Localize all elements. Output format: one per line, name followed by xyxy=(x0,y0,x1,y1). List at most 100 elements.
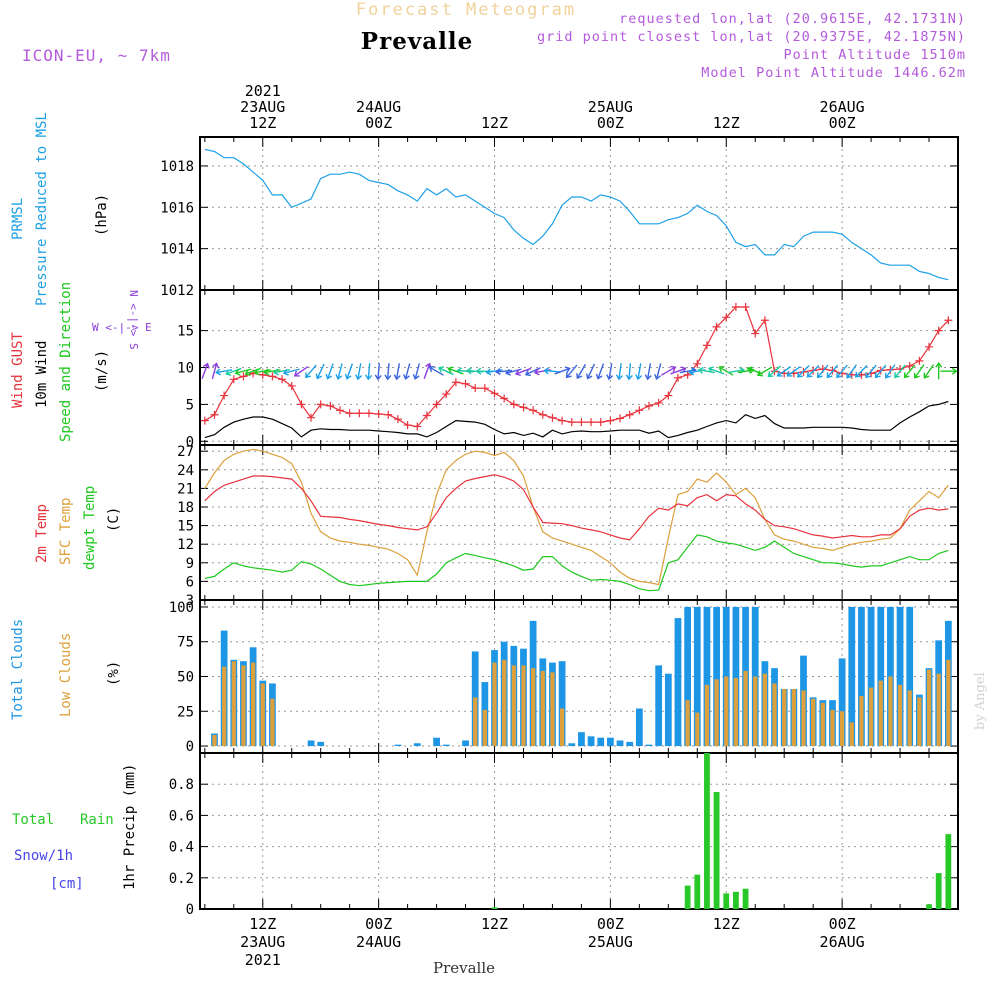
wind-arrow xyxy=(903,364,916,379)
wind-arrow-head xyxy=(756,370,763,377)
footer-station: Prevalle xyxy=(433,959,495,977)
label-speed-direction: Speed and Direction xyxy=(58,282,74,442)
top-time-label: 12Z xyxy=(481,114,508,132)
bottom-time-label: 26AUG xyxy=(820,933,865,951)
ytick-label: 0.6 xyxy=(169,808,194,824)
label-wind-gust: Wind GUST xyxy=(10,332,26,408)
wind-arrow xyxy=(894,364,906,379)
low-cloud-bar xyxy=(695,712,700,747)
wind-arrow-head xyxy=(466,367,472,375)
total-cloud-bar xyxy=(433,737,440,747)
total-cloud-bar xyxy=(858,606,865,747)
wind-arrow xyxy=(355,363,363,381)
wind-arrow-shaft xyxy=(757,366,773,376)
total-cloud-bar xyxy=(703,606,711,747)
bottom-time-label: 12Z xyxy=(713,915,740,933)
ytick-label: 3 xyxy=(186,593,194,609)
wind-arrow-head xyxy=(688,368,695,376)
label-prmsl: PRMSL xyxy=(10,198,26,240)
wind-arrow-shaft xyxy=(894,364,906,378)
wind-arrow-shaft xyxy=(777,366,792,377)
wind-arrow xyxy=(797,365,810,378)
ytick-label: 25 xyxy=(177,704,194,720)
low-cloud-bar xyxy=(936,673,941,747)
low-cloud-bar xyxy=(222,666,227,747)
low-cloud-bar xyxy=(550,672,555,747)
wind-arrow xyxy=(816,364,829,379)
gust-marker xyxy=(500,394,509,403)
ytick-label: 21 xyxy=(177,481,194,497)
wind-arrow-head xyxy=(654,374,661,381)
wind-arrow-shaft xyxy=(628,363,632,380)
model-name: ICON-EU, ~ 7km xyxy=(22,46,171,65)
wind-arrow-shaft xyxy=(404,363,411,380)
wind-arrow-shaft xyxy=(316,363,325,379)
label-dewpt-temp: dewpt Temp xyxy=(82,486,98,570)
ytick-label: 50 xyxy=(177,670,194,686)
wind-arrow-head xyxy=(697,366,704,374)
wind-arrow-shaft xyxy=(661,366,676,376)
wind-arrow-shaft xyxy=(817,364,829,378)
wind-arrow xyxy=(767,365,782,378)
low-cloud-bar xyxy=(859,695,864,747)
gust-marker xyxy=(490,389,499,398)
wind-arrow xyxy=(412,363,421,381)
wind-arrow xyxy=(806,365,820,378)
panel-frame-pressure xyxy=(199,136,959,291)
wind-arrow xyxy=(707,366,725,375)
wind-arrow-head xyxy=(670,365,677,373)
label-ms: (m/s) xyxy=(94,350,110,392)
gust-marker xyxy=(616,414,625,423)
gust-marker xyxy=(258,370,267,379)
wind-arrow xyxy=(644,363,652,381)
wind-arrow-shaft xyxy=(294,366,309,377)
gust-marker xyxy=(645,401,654,410)
low-cloud-bar xyxy=(521,665,526,747)
wind-arrow-shaft xyxy=(264,369,281,374)
ytick-label: 0.8 xyxy=(169,777,194,793)
low-cloud-bar xyxy=(791,689,796,747)
wind-arrow-head xyxy=(335,374,343,381)
wind-arrow xyxy=(826,364,839,379)
wind-arrow-shaft xyxy=(211,363,218,380)
wind-arrow xyxy=(865,364,877,379)
wind-arrow xyxy=(485,368,503,376)
gust-marker xyxy=(606,416,615,425)
wind-arrow xyxy=(718,365,734,376)
wind-arrow-head xyxy=(797,371,803,378)
wind-arrow xyxy=(305,364,317,379)
wind-arrow-shaft xyxy=(429,366,444,376)
gust-marker xyxy=(673,373,682,382)
wind-arrow xyxy=(456,367,474,375)
wind-arrow-head xyxy=(854,371,861,378)
top-time-label: 2021 xyxy=(245,82,281,100)
bottom-time-label: 24AUG xyxy=(356,933,401,951)
wind-arrow-shaft xyxy=(747,367,763,375)
bottom-time-label: 25AUG xyxy=(588,933,633,951)
gust-marker xyxy=(480,384,489,393)
total-cloud-bar xyxy=(684,606,692,747)
wind-arrow xyxy=(253,368,271,376)
gust-marker xyxy=(944,316,953,325)
rain-bar xyxy=(742,888,749,909)
gust-marker xyxy=(393,415,402,424)
wind-arrow xyxy=(874,364,887,379)
label-percent: (%) xyxy=(106,661,122,686)
wind-arrow-shaft xyxy=(486,369,503,374)
wind-arrow-head xyxy=(894,372,900,379)
ytick-label: 0 xyxy=(186,902,194,918)
wind-arrow xyxy=(495,368,513,376)
wind-arrow xyxy=(756,366,773,377)
gust-marker xyxy=(355,409,364,418)
wind-arrow-head xyxy=(718,365,725,373)
gust-marker xyxy=(558,416,567,425)
ytick-label: 9 xyxy=(186,556,194,572)
wind-arrow-head xyxy=(355,374,363,381)
low-cloud-bar xyxy=(704,684,710,747)
gust-marker xyxy=(741,302,750,311)
wind-arrow-shaft xyxy=(505,368,522,374)
wind-arrow xyxy=(884,364,896,379)
ytick-label: 15 xyxy=(177,324,194,340)
total-cloud-bar xyxy=(597,737,605,747)
